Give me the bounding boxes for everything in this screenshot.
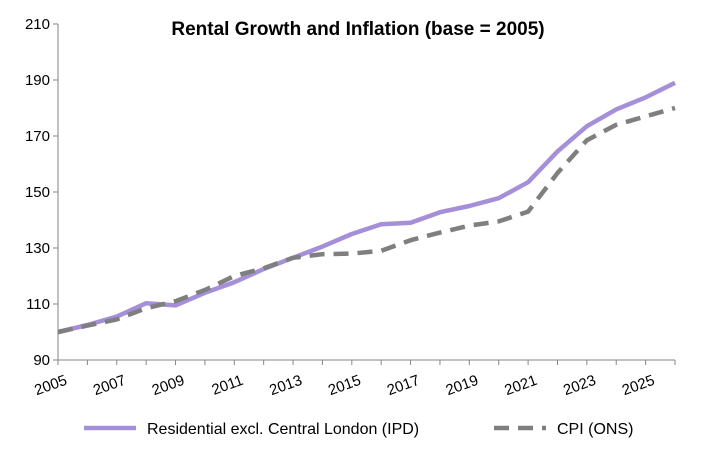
x-tick-label: 2023 xyxy=(561,372,598,399)
series-line-cpi xyxy=(57,105,676,335)
y-tick-label: 190 xyxy=(25,72,50,89)
x-tick-label: 2019 xyxy=(444,372,481,399)
y-tick-label: 90 xyxy=(33,352,50,369)
y-tick-label: 210 xyxy=(25,16,50,33)
legend: Residential excl. Central London (IPD) C… xyxy=(84,421,633,438)
y-tick-label: 130 xyxy=(25,240,50,257)
x-tick-label: 2013 xyxy=(267,372,304,399)
legend-label-residential: Residential excl. Central London (IPD) xyxy=(147,421,419,438)
x-tick-label: 2011 xyxy=(210,372,246,399)
x-tick-label: 2009 xyxy=(150,372,187,399)
chart-title: Rental Growth and Inflation (base = 2005… xyxy=(171,19,544,40)
legend-label-cpi: CPI (ONS) xyxy=(557,421,633,438)
x-tick-label: 2017 xyxy=(385,372,422,399)
x-tick-label: 2025 xyxy=(620,372,657,399)
x-tick-label: 2007 xyxy=(91,372,128,399)
y-tick-label: 170 xyxy=(25,128,50,145)
y-tick-label: 150 xyxy=(25,184,50,201)
x-axis-ticks: 2005 2007 2009 2011 2013 2015 2017 2019 2021 2023… xyxy=(32,360,676,399)
series-layer xyxy=(57,80,677,335)
plot-area: 90 110 130 150 170 190 210 2005 2007 2009 2011 201… xyxy=(25,16,677,399)
y-axis-ticks: 90 110 130 150 170 190 210 xyxy=(25,16,58,369)
y-tick-label: 110 xyxy=(26,296,50,313)
series-line-residential xyxy=(57,80,677,335)
x-tick-label: 2021 xyxy=(502,372,539,399)
x-tick-label: 2005 xyxy=(32,372,69,399)
x-tick-label: 2015 xyxy=(326,372,363,399)
